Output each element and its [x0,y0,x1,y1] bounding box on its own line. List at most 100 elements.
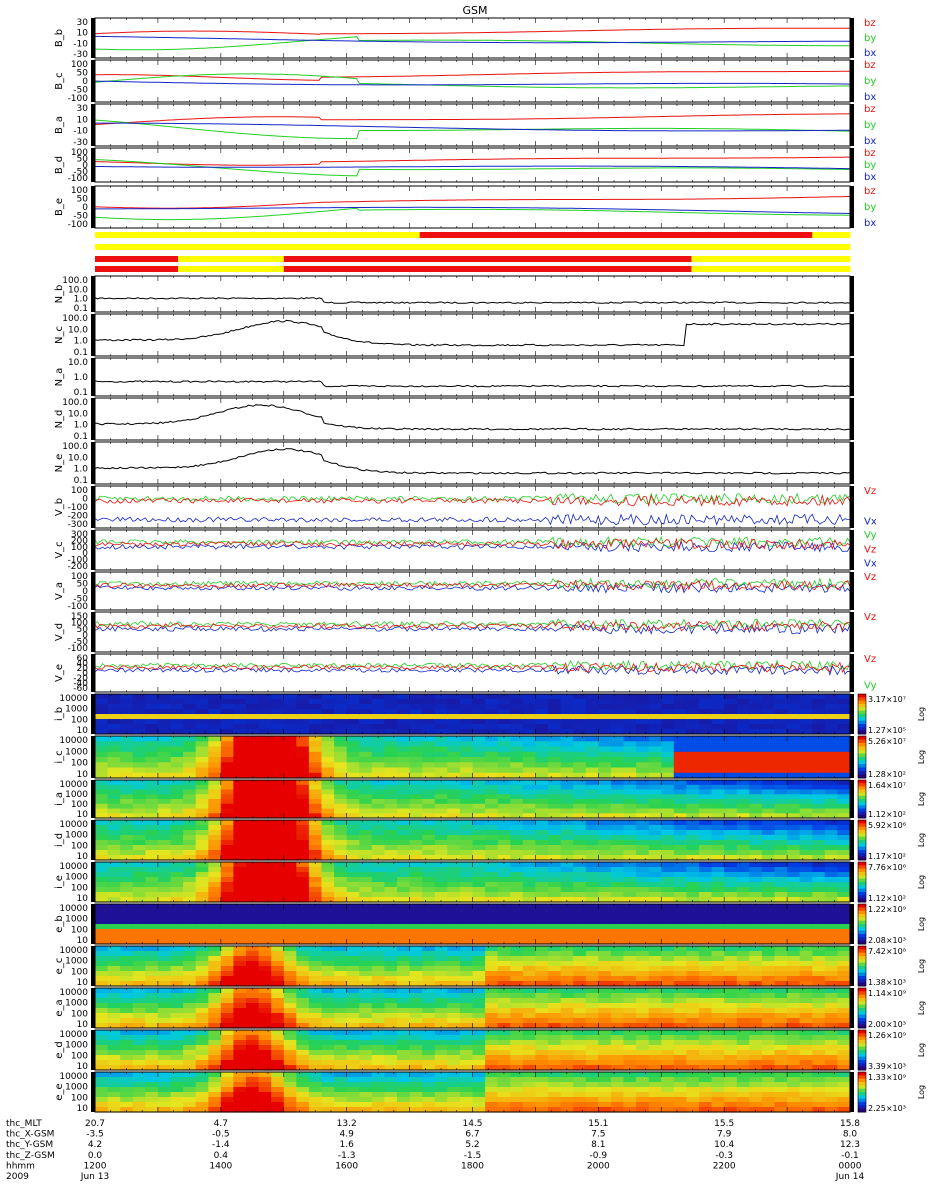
spectrogram-cell [107,808,121,814]
spectrogram-cell [724,736,738,742]
spectrogram-cell [560,892,574,898]
spectrogram-cell [560,904,574,910]
spectrogram-cell [321,762,335,769]
spectrogram-cell [132,872,146,878]
spectrogram-cell [334,919,348,925]
spectrogram-cell [749,892,763,898]
spectrogram-cell [145,840,159,846]
spectrogram-cell [120,724,134,730]
spectrogram-cell [422,709,436,715]
spectrogram-cell [535,736,549,742]
spectrogram-cell [711,789,725,795]
spectrogram-cell [761,813,776,819]
spectrogram-cell [157,803,172,810]
spectrogram-cell [724,897,738,903]
spectrogram-cell [699,840,713,846]
spectrogram-cell [648,813,662,819]
spectrogram-cell [321,746,335,753]
spectrogram-cell [220,746,234,753]
spectrogram-cell [283,877,297,883]
spectrogram-cell [598,825,612,831]
spectrogram-cell [799,840,813,846]
spectrogram-cell [623,862,637,868]
spectrogram-cell [661,784,675,791]
spectrogram-cell [258,855,272,861]
spectrogram-cell [95,929,109,935]
spectrogram-cell [233,799,247,805]
spectrogram-cell [560,780,574,786]
spectrogram-cell [95,830,109,836]
spectrogram-cell [522,867,536,873]
spectrogram-cell [246,808,260,814]
spectrogram-cell [623,714,637,720]
spectrogram-cell [485,929,499,935]
spectrogram-cell [371,909,385,915]
spectrogram-cell [334,867,348,873]
spectrogram-cell [283,799,297,805]
spectrogram-cell [170,934,184,940]
spectrogram-cell [711,724,725,730]
spectrogram-cell [258,934,272,940]
spectrogram-cell [824,762,838,769]
spectrogram-cell [497,939,511,945]
panel-frame [94,103,851,147]
spectrogram-cell [673,897,687,903]
spectrogram-cell [145,919,159,925]
spectrogram-cell [497,862,511,868]
spectrogram-cell [132,897,146,903]
spectrogram-cell [548,867,562,873]
spectrogram-cell [321,729,335,735]
spectrogram-cell [686,862,700,868]
spectrogram-cell [661,862,675,868]
spectrogram-cell [485,741,499,748]
spectrogram-cell [195,835,209,841]
spectrogram-cell [686,780,700,786]
spectrogram-cell [95,694,109,700]
spectrogram-cell [371,784,385,791]
spectrogram-cell [208,835,222,841]
spectrogram-cell [686,877,700,883]
spectrogram-cell [573,897,587,903]
spectrogram-cell [246,909,260,915]
spectrogram-cell [434,794,448,800]
spectrogram-cell [283,813,297,819]
spectrogram-cell [749,887,763,893]
spectrogram-cell [459,694,474,700]
spectrogram-cell [183,767,197,774]
spectrogram-cell [447,808,461,814]
spectrogram-cell [208,919,222,925]
spectrogram-cell [749,746,763,753]
spectrogram-cell [271,803,285,810]
spectrogram-cell [246,840,260,846]
spectrogram-cell [422,751,436,758]
edge-bar-right [850,820,854,860]
spectrogram-cell [145,897,159,903]
spectrogram-cell [145,803,159,810]
spectrogram-cell [573,799,587,805]
spectrogram-cell [459,904,474,910]
spectrogram-cell [824,757,838,763]
spectrogram-cell [699,714,713,720]
spectrogram-cell [636,872,650,878]
spectrogram-cell [208,699,222,705]
spectrogram-cell [195,746,209,753]
spectrogram-cell [459,709,474,715]
spectrogram-cell [371,835,385,841]
spectrogram-cell [623,729,637,735]
spectrogram-cell [598,736,612,742]
spectrogram-cell [573,825,587,831]
spectrogram-cell [258,929,272,935]
spectrogram-cell [271,729,285,735]
spectrogram-cell [472,694,486,700]
spectrogram-cell [497,719,511,725]
spectrogram-cell [485,719,499,725]
spectrogram-cell [472,887,486,893]
spectrogram-cell [246,789,260,795]
colorbar-swatch [858,746,866,751]
spectrogram-cell [220,897,234,903]
spectrogram-cell [95,914,109,920]
spectrogram-cell [485,867,499,873]
spectrogram-cell [510,840,524,846]
spectrogram-cell [736,813,750,819]
spectrogram-cell [548,924,562,930]
